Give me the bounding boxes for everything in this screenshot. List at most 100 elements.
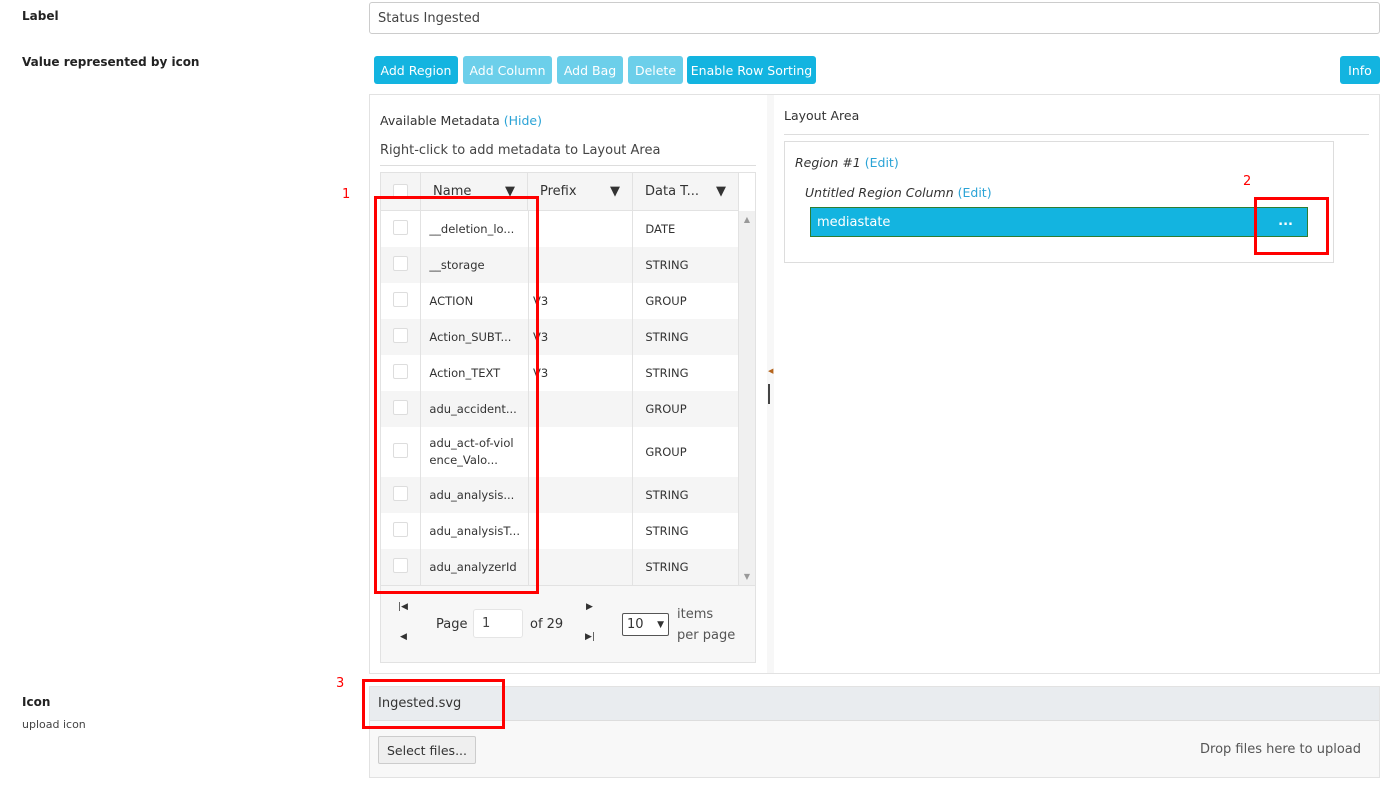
page-size-select[interactable]: 10 ▼ [622,613,669,636]
available-metadata-title: Available Metadata (Hide) [380,113,542,128]
cell-data-type: STRING [632,549,739,585]
page-count: of 29 [530,617,564,632]
splitter-handle[interactable] [768,384,770,404]
divider [784,134,1369,135]
table-row[interactable]: adu_act-of-violence_Valo... GROUP [381,427,739,477]
enable-row-sorting-button[interactable]: Enable Row Sorting [687,56,816,84]
metadata-grid: Name ▼ Prefix ▼ Data T... ▼ __deletion_lo..… [380,172,756,663]
chevron-down-icon: ▼ [657,619,664,630]
column-title: Untitled Region Column (Edit) [805,185,992,200]
annotation-number-3: 3 [336,676,345,691]
hide-link[interactable]: (Hide) [503,113,542,128]
cell-data-type: STRING [632,247,739,283]
cell-name: adu_analysis... [420,477,529,513]
add-region-button[interactable]: Add Region [374,56,458,84]
cell-prefix [528,247,634,283]
table-row[interactable]: __storage STRING [381,247,739,283]
layout-item-label: mediastate [817,214,891,230]
table-row[interactable]: adu_analysisT... STRING [381,513,739,549]
scroll-down-icon[interactable]: ▼ [743,572,751,581]
add-bag-button[interactable]: Add Bag [557,56,623,84]
drop-zone-hint[interactable]: Drop files here to upload [1200,742,1361,757]
row-checkbox[interactable] [393,400,409,415]
table-row[interactable]: adu_analysis... STRING [381,477,739,513]
table-row[interactable]: adu_analyzerId STRING [381,549,739,585]
info-button[interactable]: Info [1340,56,1380,84]
column-header-data-type[interactable]: Data T... [645,184,699,199]
cell-name: adu_act-of-violence_Valo... [420,427,529,477]
select-files-button[interactable]: Select files... [378,736,476,764]
filter-icon[interactable]: ▼ [610,184,620,199]
splitter[interactable]: ◀ [767,95,774,673]
filter-icon[interactable]: ▼ [716,184,726,199]
row-checkbox[interactable] [393,328,409,343]
layout-item-mediastate[interactable]: mediastate ... [810,207,1308,237]
layout-editor-panel: ◀ [369,94,1380,674]
column-edit-link[interactable]: (Edit) [957,185,992,200]
layout-area-title: Layout Area [784,108,860,123]
cell-prefix [528,391,634,427]
cell-prefix: V3 [528,355,634,391]
annotation-number-2: 2 [1243,174,1252,189]
label-input[interactable]: Status Ingested [369,2,1380,34]
value-field-title: Value represented by icon [22,55,200,69]
add-column-button[interactable]: Add Column [463,56,552,84]
row-checkbox[interactable] [393,364,409,379]
icon-field-subtitle: upload icon [22,718,86,731]
annotation-box-1 [374,196,539,594]
metadata-hint: Right-click to add metadata to Layout Ar… [380,143,661,158]
cell-data-type: GROUP [632,283,739,319]
prev-page-icon[interactable]: ◀ [400,632,407,642]
page-label: Page [436,617,468,632]
row-checkbox[interactable] [393,256,409,271]
column-header-name[interactable]: Name [433,184,472,199]
cell-data-type: GROUP [632,427,739,477]
page-input[interactable]: 1 [473,609,523,638]
cell-data-type: STRING [632,355,739,391]
filter-icon[interactable]: ▼ [505,184,515,199]
row-checkbox[interactable] [393,443,409,458]
first-page-icon[interactable]: |◀ [398,602,408,612]
last-page-icon[interactable]: ▶| [585,632,595,642]
cell-data-type: DATE [632,211,739,247]
table-row[interactable]: adu_accident... GROUP [381,391,739,427]
next-page-icon[interactable]: ▶ [586,602,593,612]
row-checkbox[interactable] [393,292,409,307]
per-page-label: per page [677,628,736,643]
cell-name: adu_accident... [420,391,529,427]
items-label: items [677,607,714,622]
cell-prefix [528,427,634,477]
cell-prefix [528,549,634,585]
collapse-arrow-icon[interactable]: ◀ [768,367,774,375]
icon-field-title: Icon [22,695,51,709]
cell-name: ACTION [420,283,529,319]
cell-name: __storage [420,247,529,283]
divider [380,165,756,166]
delete-button[interactable]: Delete [628,56,683,84]
cell-name: Action_TEXT [420,355,529,391]
region-edit-link[interactable]: (Edit) [864,155,899,170]
column-header-prefix[interactable]: Prefix [540,184,577,199]
scroll-up-icon[interactable]: ▲ [743,215,751,224]
cell-data-type: STRING [632,513,739,549]
table-row[interactable]: ACTION V3 GROUP [381,283,739,319]
cell-prefix [528,211,634,247]
label-field-title: Label [22,9,59,23]
cell-prefix: V3 [528,319,634,355]
scrollbar[interactable]: ▲ ▼ [739,211,755,585]
table-row[interactable]: Action_SUBT... V3 STRING [381,319,739,355]
more-options-icon[interactable]: ... [1278,214,1293,229]
region-title: Region #1 (Edit) [795,155,899,170]
row-checkbox[interactable] [393,558,409,573]
row-checkbox[interactable] [393,522,409,537]
annotation-box-2 [1254,197,1329,255]
region-box: Region #1 (Edit) Untitled Region Column … [784,141,1334,263]
row-checkbox[interactable] [393,220,409,235]
cell-name: __deletion_lo... [420,211,529,247]
cell-prefix: V3 [528,283,634,319]
row-checkbox[interactable] [393,486,409,501]
page-size-value: 10 [627,617,644,632]
annotation-box-3 [362,679,505,729]
uploaded-file-name: Ingested.svg [370,687,1379,721]
table-row[interactable]: __deletion_lo... DATE [381,211,739,247]
